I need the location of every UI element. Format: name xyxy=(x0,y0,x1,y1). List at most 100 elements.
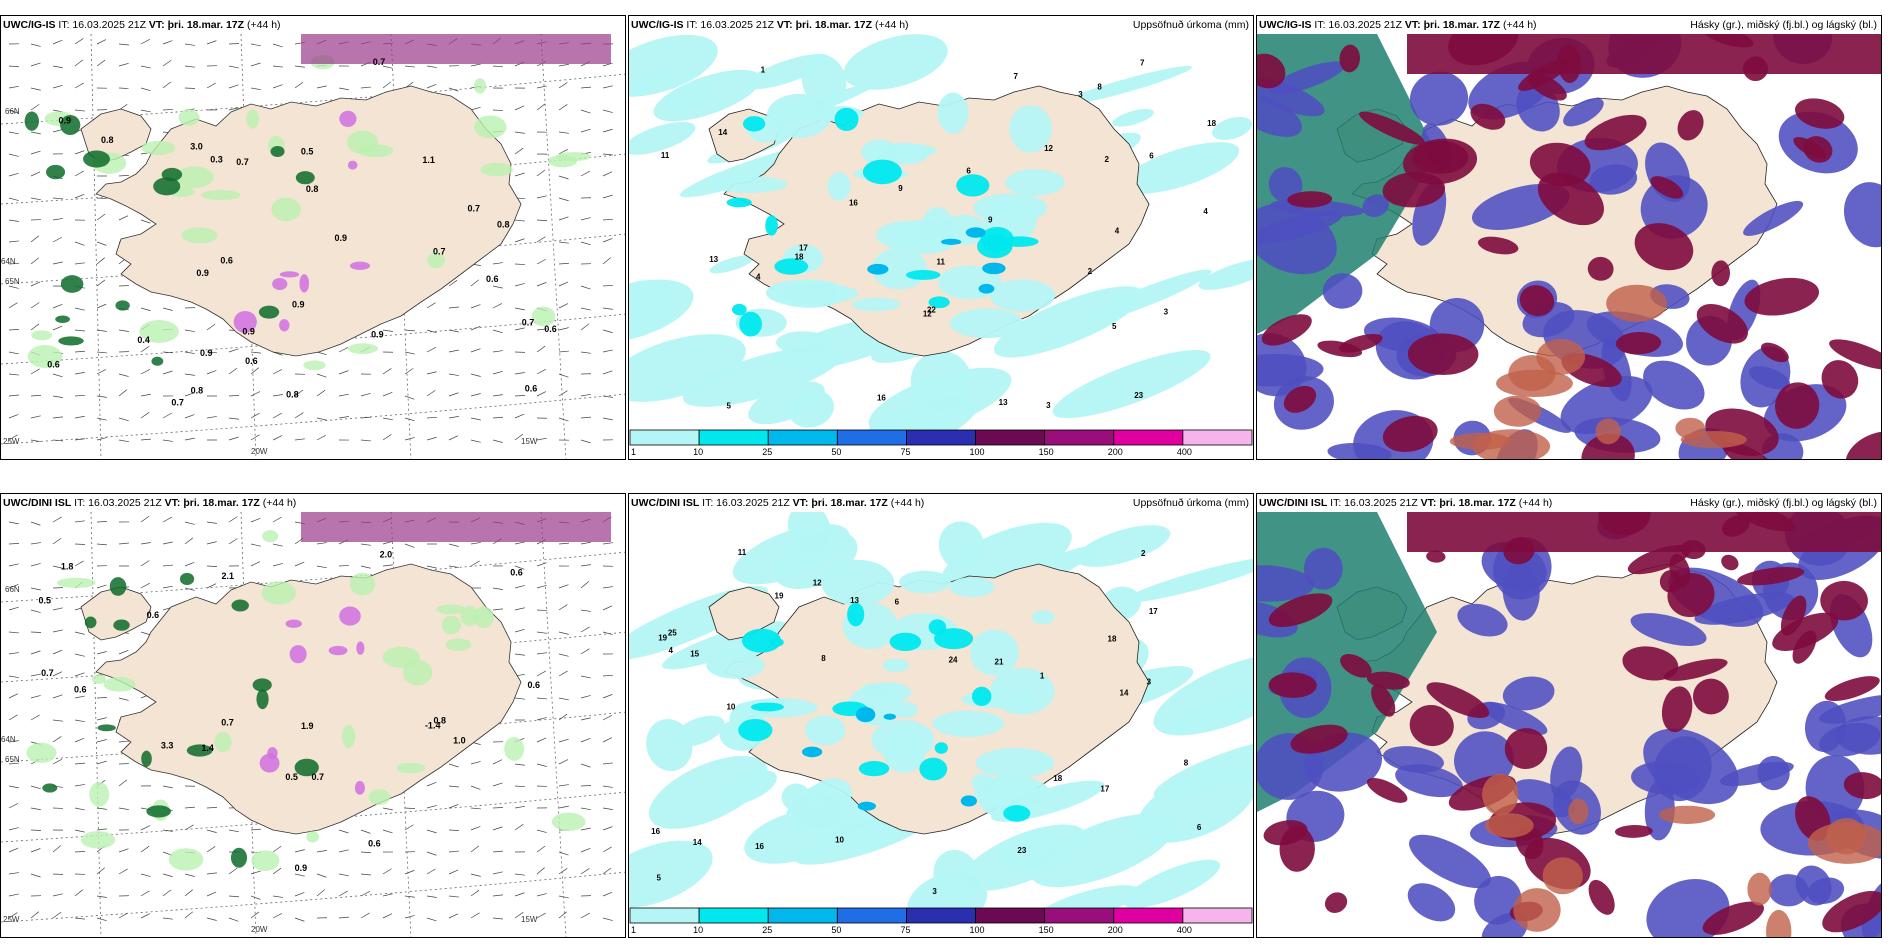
precip-area xyxy=(629,334,746,402)
wind-barb xyxy=(30,563,41,567)
heavy-rain-patch xyxy=(42,783,58,793)
wind-barb xyxy=(8,351,19,355)
land-precip-area xyxy=(970,629,1019,676)
rain-patch xyxy=(473,606,494,629)
rain-patch xyxy=(441,615,462,635)
land-precip-area xyxy=(871,719,935,760)
precip-mid-area xyxy=(834,107,859,131)
wind-barb xyxy=(536,85,547,89)
wind-barb xyxy=(162,541,173,545)
wind-barb xyxy=(294,849,305,853)
wind-barb xyxy=(74,631,85,635)
precip-title: Uppsöfnuð úrkoma (mm) xyxy=(1132,19,1249,31)
precip-area xyxy=(941,522,1072,594)
wind-barb xyxy=(30,873,41,878)
wind-barb xyxy=(8,693,19,699)
wind-barb xyxy=(52,607,63,611)
wind-barb xyxy=(8,803,19,809)
wind-barb xyxy=(140,412,150,419)
wind-barb xyxy=(74,415,85,419)
precip-mid-area xyxy=(769,638,784,647)
wind-barb xyxy=(404,417,415,422)
precip-value-label: 18 xyxy=(795,252,804,261)
wind-barb xyxy=(536,282,547,287)
wind-barb xyxy=(30,673,41,677)
precip-mid-area xyxy=(919,757,948,781)
wind-barb xyxy=(140,631,151,636)
wind-value-label: 0.7 xyxy=(373,57,386,67)
mid-cloud-area xyxy=(1807,877,1845,904)
wind-barb xyxy=(118,87,130,89)
wind-barb xyxy=(536,391,547,397)
top-precip-band xyxy=(301,34,611,64)
wind-barb xyxy=(96,351,107,354)
wind-barb xyxy=(580,763,591,768)
wind-barb xyxy=(74,784,85,787)
heavy-rain-patch xyxy=(46,164,66,180)
axis-label: 25W xyxy=(3,915,20,924)
low-cloud-patch xyxy=(1482,773,1519,816)
wind-value-label: 0.6 xyxy=(220,255,233,265)
precip-value-label: 17 xyxy=(799,244,808,253)
wind-barb xyxy=(162,917,173,920)
precip-area xyxy=(709,255,754,274)
wind-barb xyxy=(448,850,459,853)
wind-barb xyxy=(558,738,569,743)
wind-barb xyxy=(514,327,525,331)
wind-barb xyxy=(404,368,414,375)
wind-barb xyxy=(250,517,261,523)
precip-mid-area xyxy=(1000,236,1039,247)
wind-barb xyxy=(74,38,84,45)
precip-value-label: 12 xyxy=(813,578,822,587)
wind-barb xyxy=(602,109,613,113)
wind-barb xyxy=(558,303,569,309)
wind-barb xyxy=(492,871,503,875)
land-precip-area xyxy=(781,783,811,812)
wind-barb xyxy=(206,565,218,567)
wind-barb xyxy=(536,437,547,441)
wind-value-label: 3.3 xyxy=(161,741,174,751)
land-precip-area xyxy=(920,206,955,252)
precip-value-label: 13 xyxy=(850,596,859,605)
longitude-line xyxy=(240,34,257,459)
rain-patch xyxy=(168,848,204,871)
wind-barb xyxy=(580,868,590,875)
wind-barb xyxy=(536,867,545,875)
wind-barb xyxy=(8,153,19,157)
wind-barb xyxy=(514,912,524,919)
wind-barb xyxy=(250,412,260,419)
mid-cloud-area xyxy=(1457,603,1508,637)
wind-barb xyxy=(492,608,503,611)
wind-barb xyxy=(580,609,591,612)
precip-area xyxy=(1076,525,1171,567)
wind-barb xyxy=(470,785,481,790)
wind-barb xyxy=(30,323,40,331)
wind-barb xyxy=(8,563,19,567)
wind-barb xyxy=(52,39,63,45)
wind-value-label: 1.8 xyxy=(61,561,74,571)
wind-barb xyxy=(272,394,283,397)
precip-value-label: 4 xyxy=(669,646,674,655)
wind-barb xyxy=(272,563,283,567)
precip-area xyxy=(843,34,948,90)
wind-barb xyxy=(52,873,64,875)
wind-barb xyxy=(162,59,172,67)
wind-barb xyxy=(404,395,415,400)
wind-barb xyxy=(404,915,415,919)
axis-label: 20W xyxy=(251,447,268,456)
wind-barb xyxy=(602,153,613,156)
wind-barb xyxy=(140,825,151,831)
precip-value-label: 16 xyxy=(755,842,764,851)
legend-swatch xyxy=(975,907,1046,924)
wind-barb xyxy=(140,307,151,312)
precip-area xyxy=(788,389,834,428)
high-cloud-band xyxy=(1407,34,1881,74)
wind-barb xyxy=(140,515,150,523)
wind-value-label: 0.9 xyxy=(242,326,255,336)
wind-barb xyxy=(602,128,613,133)
land-precip-area xyxy=(1031,610,1055,625)
wind-barb xyxy=(162,439,173,442)
wind-barb xyxy=(536,169,546,177)
land-precip-area xyxy=(1005,169,1065,196)
